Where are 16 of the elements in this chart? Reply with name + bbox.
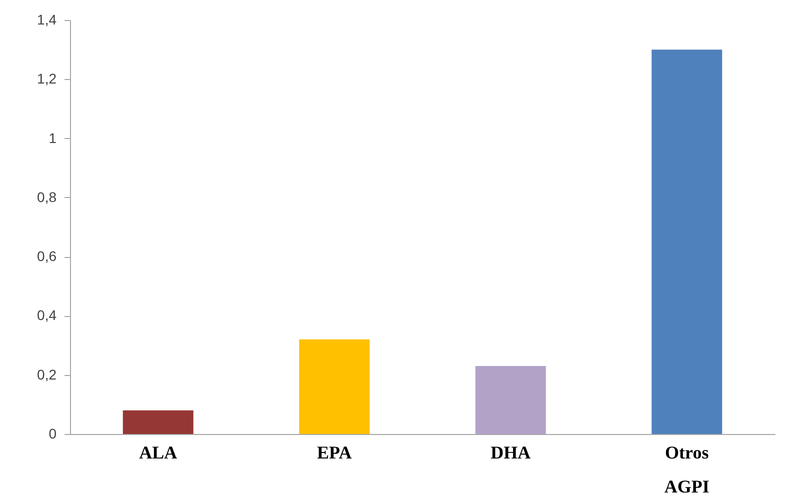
- bar: [475, 366, 546, 434]
- x-tick-label: Otros AGPI: [664, 442, 710, 496]
- x-tick-label: EPA: [317, 442, 352, 462]
- y-tick-label: 0,4: [37, 307, 57, 324]
- x-tick-label: ALA: [139, 442, 178, 462]
- y-tick-label: 0: [48, 426, 57, 442]
- x-tick-label: DHA: [490, 442, 531, 462]
- y-tick-label: 1,4: [37, 12, 57, 28]
- y-tick-label: 1,2: [37, 70, 57, 87]
- bar: [652, 50, 722, 434]
- y-tick-label: 0,2: [37, 366, 57, 382]
- y-tick-label: 1: [48, 130, 57, 146]
- y-tick-label: 0,8: [37, 188, 57, 205]
- y-tick-label: 0,6: [37, 248, 57, 264]
- bar: [122, 410, 194, 434]
- bar: [299, 339, 370, 434]
